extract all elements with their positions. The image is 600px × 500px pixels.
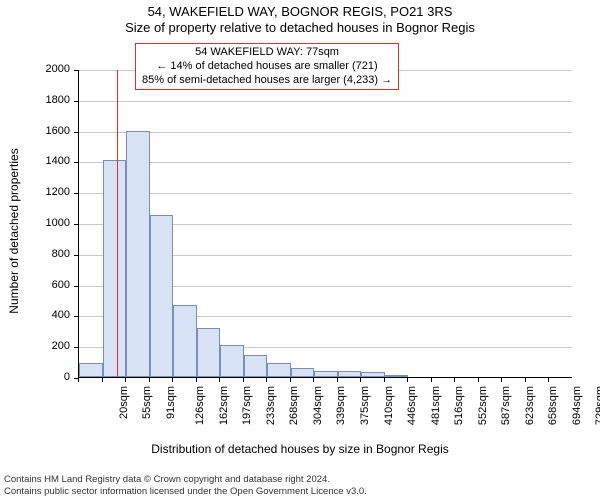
bar	[197, 328, 221, 377]
attribution-text: Contains HM Land Registry data © Crown c…	[4, 474, 596, 498]
x-tick-mark	[266, 378, 267, 382]
x-tick-mark	[360, 378, 361, 382]
marker-line	[117, 70, 118, 377]
x-tick-label: 481sqm	[430, 386, 442, 425]
bar	[220, 345, 244, 377]
bar	[267, 363, 291, 377]
y-axis-label: Number of detached properties	[7, 131, 21, 331]
x-tick-label: 162sqm	[218, 386, 230, 425]
x-tick-mark	[149, 378, 150, 382]
annotation-line-1: 54 WAKEFIELD WAY: 77sqm	[195, 46, 339, 58]
annotation-line-3: 85% of semi-detached houses are larger (…	[142, 74, 392, 86]
bar	[126, 131, 150, 377]
attribution-line-2: Contains public sector information licen…	[4, 486, 367, 497]
y-tick-mark	[74, 286, 78, 287]
x-tick-label: 55sqm	[141, 386, 153, 419]
x-tick-mark	[548, 378, 549, 382]
chart-container: 54, WAKEFIELD WAY, BOGNOR REGIS, PO21 3R…	[0, 0, 600, 500]
y-tick-label: 2000	[30, 63, 70, 75]
x-tick-mark	[501, 378, 502, 382]
y-tick-mark	[74, 162, 78, 163]
x-tick-label: 233sqm	[265, 386, 277, 425]
grid-line	[79, 193, 572, 194]
y-tick-label: 1800	[30, 94, 70, 106]
grid-line	[79, 162, 572, 163]
bar	[150, 215, 174, 377]
x-tick-mark	[384, 378, 385, 382]
x-tick-mark	[478, 378, 479, 382]
x-tick-label: 552sqm	[477, 386, 489, 425]
x-tick-mark	[196, 378, 197, 382]
page-subtitle: Size of property relative to detached ho…	[0, 20, 600, 35]
y-tick-mark	[74, 132, 78, 133]
x-tick-mark	[431, 378, 432, 382]
grid-line	[79, 132, 572, 133]
x-tick-label: 126sqm	[194, 386, 206, 425]
x-tick-label: 304sqm	[312, 386, 324, 425]
x-tick-label: 375sqm	[359, 386, 371, 425]
bar	[244, 355, 268, 377]
y-tick-mark	[74, 101, 78, 102]
y-tick-mark	[74, 70, 78, 71]
bar	[291, 368, 315, 377]
bar	[385, 375, 409, 377]
x-tick-label: 197sqm	[242, 386, 254, 425]
x-tick-label: 623sqm	[524, 386, 536, 425]
x-tick-mark	[290, 378, 291, 382]
y-tick-label: 400	[30, 309, 70, 321]
y-tick-label: 600	[30, 279, 70, 291]
x-tick-mark	[78, 378, 79, 382]
x-tick-mark	[525, 378, 526, 382]
x-tick-label: 339sqm	[336, 386, 348, 425]
page-title: 54, WAKEFIELD WAY, BOGNOR REGIS, PO21 3R…	[0, 4, 600, 19]
y-tick-mark	[74, 193, 78, 194]
x-tick-label: 268sqm	[289, 386, 301, 425]
x-tick-label: 658sqm	[547, 386, 559, 425]
x-axis-label: Distribution of detached houses by size …	[0, 442, 600, 456]
x-tick-label: 410sqm	[383, 386, 395, 425]
x-tick-mark	[125, 378, 126, 382]
bar	[173, 305, 197, 377]
x-tick-mark	[337, 378, 338, 382]
x-tick-label: 516sqm	[453, 386, 465, 425]
annotation-line-2: ← 14% of detached houses are smaller (72…	[156, 60, 377, 72]
y-tick-mark	[74, 224, 78, 225]
bar	[103, 160, 127, 377]
x-tick-label: 446sqm	[406, 386, 418, 425]
y-tick-mark	[74, 255, 78, 256]
x-tick-label: 91sqm	[165, 386, 177, 419]
x-tick-mark	[102, 378, 103, 382]
x-tick-mark	[454, 378, 455, 382]
x-tick-label: 694sqm	[571, 386, 583, 425]
y-tick-label: 1200	[30, 186, 70, 198]
y-tick-label: 200	[30, 340, 70, 352]
x-tick-mark	[172, 378, 173, 382]
y-tick-label: 1600	[30, 125, 70, 137]
y-tick-mark	[74, 316, 78, 317]
y-tick-label: 1000	[30, 217, 70, 229]
bar	[79, 363, 103, 377]
bar	[338, 371, 362, 377]
plot-area: 54 WAKEFIELD WAY: 77sqm← 14% of detached…	[78, 70, 572, 378]
x-tick-label: 587sqm	[500, 386, 512, 425]
y-tick-label: 1400	[30, 155, 70, 167]
x-tick-label: 20sqm	[118, 386, 130, 419]
y-tick-label: 0	[30, 371, 70, 383]
x-tick-mark	[243, 378, 244, 382]
annotation-box: 54 WAKEFIELD WAY: 77sqm ← 14% of detached…	[135, 43, 399, 90]
x-tick-mark	[313, 378, 314, 382]
x-tick-mark	[219, 378, 220, 382]
y-tick-mark	[74, 347, 78, 348]
y-tick-label: 800	[30, 248, 70, 260]
attribution-line-1: Contains HM Land Registry data © Crown c…	[4, 474, 330, 485]
bar	[314, 371, 338, 377]
x-tick-mark	[407, 378, 408, 382]
grid-line	[79, 101, 572, 102]
x-tick-label: 729sqm	[594, 386, 600, 425]
bar	[361, 372, 385, 377]
